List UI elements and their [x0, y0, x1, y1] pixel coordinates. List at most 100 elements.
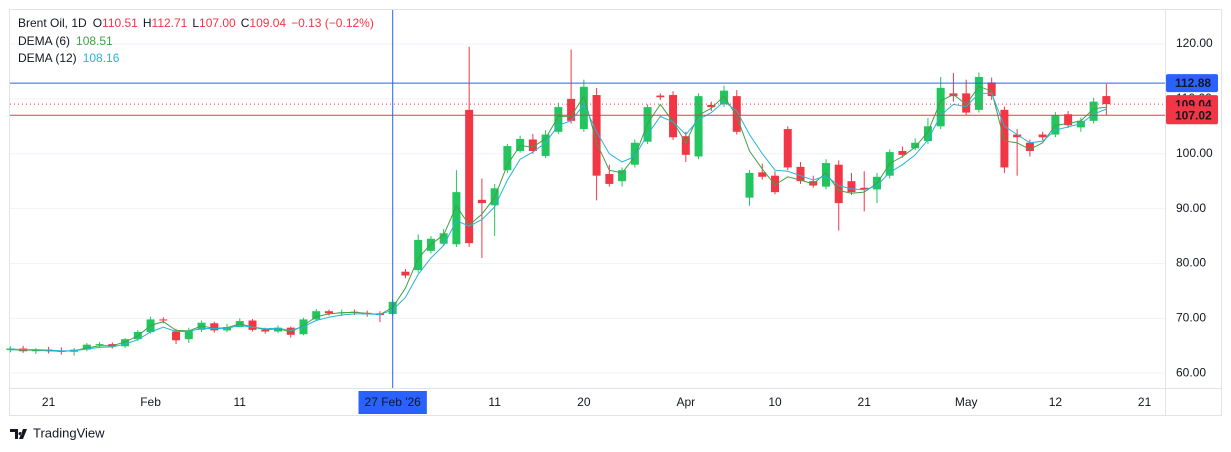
candle-body [796, 166, 805, 182]
candle-body [1089, 101, 1098, 121]
candle-body [554, 107, 563, 132]
x-tick-label: Apr [676, 395, 695, 409]
candle-body [1038, 134, 1047, 138]
candle-body [248, 320, 257, 330]
candle-body [273, 327, 282, 332]
y-tick-label: 90.00 [1176, 201, 1206, 215]
indicator-value: 108.51 [76, 34, 113, 48]
field-key: H [143, 16, 152, 30]
candle-body [771, 175, 780, 193]
indicator-legend: DEMA (12) 108.16 [18, 51, 120, 65]
overlay: 27 Feb '26 112.88 109.04 107.02 [10, 10, 1218, 414]
candle-body [95, 344, 104, 346]
candle-body [923, 126, 932, 142]
candle-body [745, 172, 754, 198]
brand: TradingView [33, 425, 105, 440]
candle-body [477, 199, 486, 204]
candle-body [528, 139, 537, 151]
x-tick-label: 11 [234, 395, 247, 409]
candle-body [592, 95, 601, 176]
candle-body [6, 348, 15, 351]
crosshair-price-badge [1166, 74, 1218, 93]
candle-body [656, 95, 665, 98]
candle-body [618, 170, 627, 182]
candle-body [401, 271, 410, 276]
candle-body [210, 323, 219, 331]
candle-body [758, 172, 767, 177]
candle-body [707, 104, 716, 108]
indicator-legend: DEMA (6) 108.51 [18, 34, 113, 48]
field-key: C [241, 16, 250, 30]
y-tick-label: 120.00 [1176, 36, 1213, 50]
x-tick-label: 10 [768, 395, 782, 409]
y-tick-label: 70.00 [1176, 310, 1206, 324]
candle-body [936, 87, 945, 127]
candle-body [669, 95, 678, 138]
crosshair-price-label: 112.88 [1175, 76, 1211, 90]
candle-body [503, 146, 512, 171]
candle-body [1064, 114, 1073, 126]
x-tick-label: 20 [577, 395, 591, 409]
field-value: 110.51 [102, 16, 138, 30]
candle-body [172, 331, 181, 341]
candle-body [732, 96, 741, 132]
crosshair-time-label: 27 Feb '26 [365, 395, 422, 409]
candle-body [286, 327, 295, 335]
candle-body [821, 163, 830, 187]
y-tick-label: 80.00 [1176, 256, 1206, 270]
candle-body [783, 129, 792, 168]
x-tick-label: May [955, 395, 978, 409]
candle-body [860, 187, 869, 190]
candle-body [82, 344, 91, 350]
plot-area [6, 46, 1111, 356]
legend-ohlc: Brent Oil, 1D O110.51 H112.71 L107.00 C109.0… [18, 16, 374, 30]
candle-body [108, 344, 117, 347]
candle-body [465, 109, 474, 244]
indicator-value: 108.16 [83, 51, 120, 65]
x-tick-label: 11 [488, 395, 501, 409]
symbol: Brent Oil, 1D [18, 16, 87, 30]
candle-body [1000, 109, 1009, 168]
field-value: 109.04 [249, 16, 286, 30]
legend: Brent Oil, 1D O110.51 H112.71 L107.00 C109.0… [18, 16, 374, 65]
x-tick-label: Feb [140, 395, 161, 409]
x-tick-label: 21 [1138, 395, 1152, 409]
candle-body [681, 136, 690, 155]
field-value: 107.00 [199, 16, 236, 30]
candle-body [1025, 142, 1034, 151]
price-line-badge [1166, 106, 1218, 125]
candle-body [847, 181, 856, 193]
candle-body [516, 138, 525, 151]
candle-body [541, 134, 550, 156]
x-tick-label: 12 [1049, 395, 1063, 409]
candle-body [452, 192, 461, 245]
candle-body [567, 98, 576, 121]
y-tick-label: 60.00 [1176, 365, 1206, 379]
crosshair-time-badge [358, 391, 427, 414]
field-key: O [93, 16, 102, 30]
footer: TradingView [10, 425, 105, 440]
price-line-label: 107.02 [1175, 108, 1212, 122]
grid: 60.0070.0080.0090.00100.00110.00120.0021… [10, 36, 1213, 409]
candle-body [324, 311, 333, 314]
candle-body [1013, 134, 1022, 138]
indicator-name: DEMA (6) [18, 34, 70, 48]
candle-body [579, 86, 588, 130]
indicator-line [10, 85, 1107, 352]
indicator-line [10, 92, 1107, 352]
candle-body [121, 339, 130, 347]
candle-body [261, 329, 270, 332]
candle-body [414, 239, 423, 271]
candle-body [898, 150, 907, 155]
candle-body [312, 311, 321, 320]
candle-body [1102, 96, 1111, 105]
candle-body [31, 350, 40, 352]
frame [9, 9, 1222, 416]
x-tick-label: 21 [858, 395, 872, 409]
field-value: 112.71 [152, 16, 188, 30]
candle-body [439, 233, 448, 244]
candle-body [987, 82, 996, 97]
logo [10, 429, 27, 439]
indicator-name: DEMA (12) [18, 51, 77, 65]
